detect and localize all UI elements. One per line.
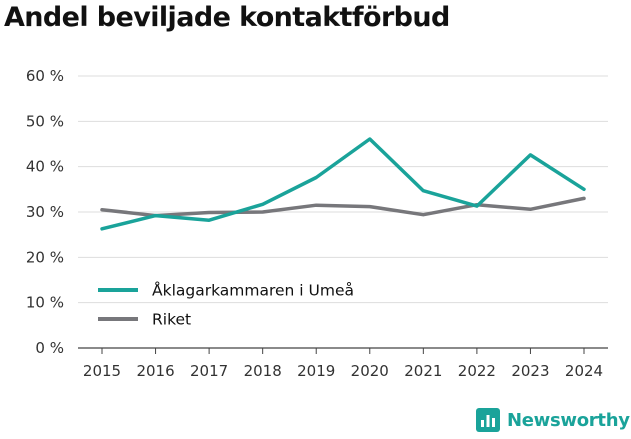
x-tick-label: 2017	[190, 362, 228, 380]
x-tick-label: 2022	[458, 362, 496, 380]
series-lines	[100, 137, 586, 231]
brand-name: Newsworthy	[507, 409, 630, 431]
x-tick-label: 2023	[511, 362, 549, 380]
series-line	[100, 137, 586, 231]
chart-title: Andel beviljade kontaktförbud	[4, 2, 450, 33]
x-tick-label: 2021	[404, 362, 442, 380]
y-tick-label: 50 %	[26, 112, 64, 130]
x-axis: 2015 2016 2017 2018 2019 2020 2021 2022 2023 2024	[83, 348, 603, 380]
x-tick-label: 2016	[136, 362, 174, 380]
x-tick-label: 2018	[244, 362, 282, 380]
y-tick-label: 60 %	[26, 67, 64, 85]
y-tick-label: 30 %	[26, 203, 64, 221]
x-tick-label: 2020	[351, 362, 389, 380]
x-tick-label: 2015	[83, 362, 121, 380]
bar-chart-icon	[476, 408, 500, 432]
y-tick-label: 10 %	[26, 294, 64, 312]
y-tick-label: 40 %	[26, 158, 64, 176]
grid-lines	[78, 75, 608, 349]
series-line	[100, 196, 586, 218]
newsworthy-logo: Newsworthy	[476, 408, 630, 432]
y-axis-ticks: 0 % 10 % 20 % 30 % 40 % 50 % 60 %	[26, 67, 64, 357]
y-tick-label: 0 %	[35, 339, 64, 357]
x-tick-label: 2024	[565, 362, 603, 380]
legend: Åklagarkammaren i Umeå Riket	[98, 281, 354, 329]
legend-label: Riket	[152, 311, 191, 329]
legend-label: Åklagarkammaren i Umeå	[152, 281, 354, 300]
x-tick-label: 2019	[297, 362, 335, 380]
y-tick-label: 20 %	[26, 248, 64, 266]
